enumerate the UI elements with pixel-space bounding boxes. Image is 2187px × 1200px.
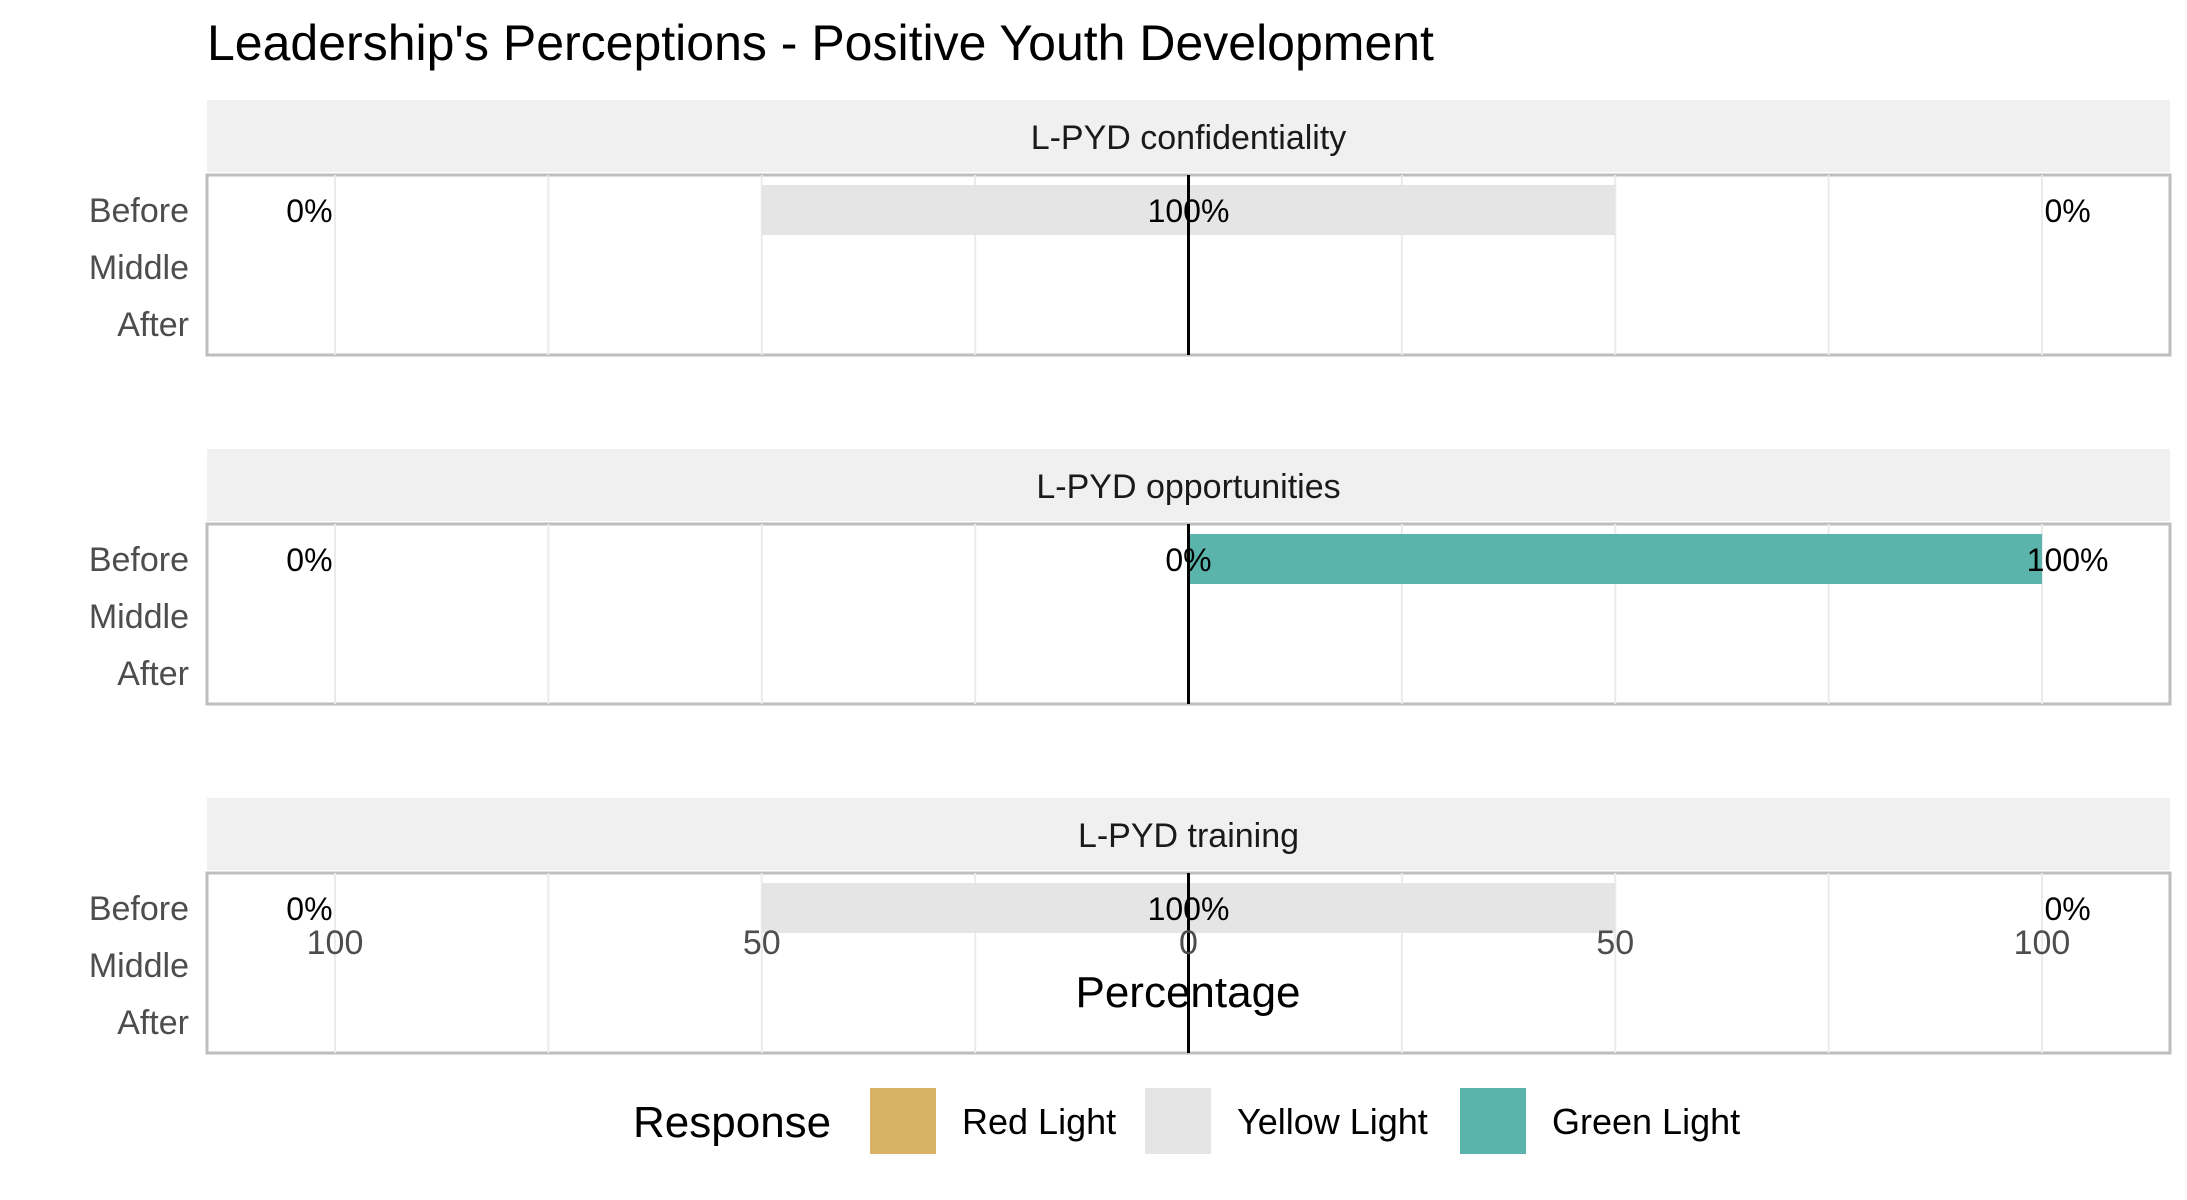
category-label: Middle [89, 947, 189, 985]
legend-key [1145, 1088, 1211, 1154]
category-label: Middle [89, 249, 189, 287]
x-tick-label: 50 [1596, 924, 1634, 962]
facet-strip [207, 449, 2170, 521]
data-label-left: 0% [286, 193, 332, 229]
panels: L-PYD confidentiality Before Middle After 0%… [89, 100, 2172, 1055]
facet-strip [207, 798, 2170, 870]
facet-panel: L-PYD confidentiality Before Middle After 0%… [89, 100, 2172, 357]
legend: Response Red Light Yellow Light Green Light [633, 1088, 1740, 1154]
category-label: After [117, 1004, 189, 1042]
data-label-left: 0% [286, 542, 332, 578]
category-label: After [117, 655, 189, 693]
facet-title: L-PYD training [1078, 817, 1299, 855]
category-label: Before [89, 541, 189, 579]
category-label: Before [89, 192, 189, 230]
bar-green-light [1188, 534, 2042, 584]
legend-label: Yellow Light [1237, 1101, 1428, 1142]
facet-strip [207, 100, 2170, 172]
chart-title: Leadership's Perceptions - Positive Yout… [207, 15, 1434, 71]
facet-title: L-PYD opportunities [1036, 468, 1340, 506]
category-label: After [117, 306, 189, 344]
x-tick-label: 100 [307, 924, 364, 962]
legend-title: Response [633, 1098, 831, 1147]
data-label-right: 0% [2044, 193, 2090, 229]
legend-key [870, 1088, 936, 1154]
x-tick-label: 100 [2014, 924, 2071, 962]
x-axis-title: Percentage [1075, 968, 1300, 1017]
data-label-left: 0% [286, 891, 332, 927]
data-label-right: 0% [2044, 891, 2090, 927]
x-axis: 100 50 0 50 100 [307, 924, 2071, 962]
legend-label: Red Light [962, 1101, 1116, 1142]
data-label-right: 100% [2027, 542, 2109, 578]
legend-label: Green Light [1552, 1101, 1740, 1142]
legend-key [1460, 1088, 1526, 1154]
facet-title: L-PYD confidentiality [1031, 119, 1347, 157]
category-label: Before [89, 890, 189, 928]
category-label: Middle [89, 598, 189, 636]
x-tick-label: 0 [1179, 924, 1198, 962]
x-tick-label: 50 [743, 924, 781, 962]
